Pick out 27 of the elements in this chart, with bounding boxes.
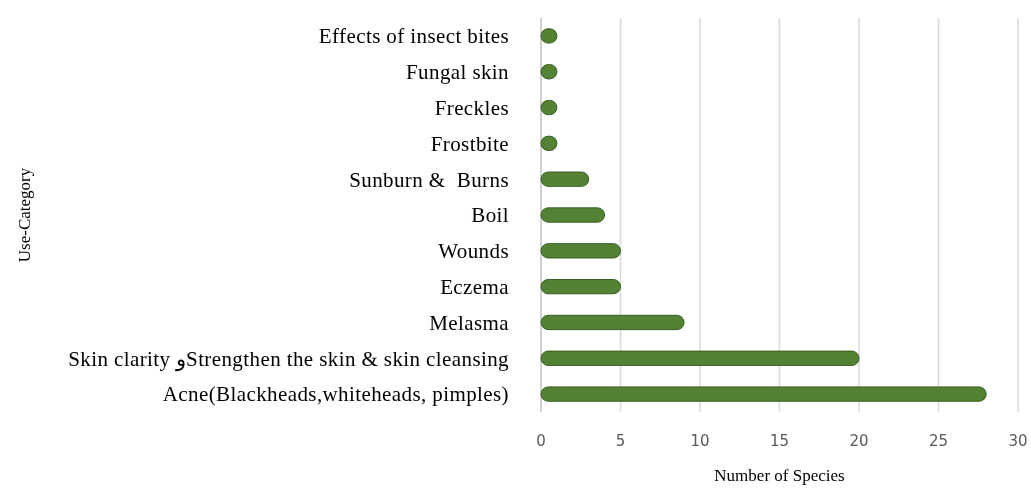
x-tick-label: 5 bbox=[615, 432, 626, 450]
bar bbox=[540, 386, 987, 402]
bar bbox=[540, 278, 621, 295]
y-tick-label: Boil bbox=[471, 203, 509, 228]
bar bbox=[540, 207, 606, 223]
bar bbox=[540, 171, 590, 187]
bar bbox=[540, 243, 621, 259]
y-tick-label: Fungal skin bbox=[406, 60, 510, 85]
x-tick-label: 20 bbox=[849, 432, 869, 450]
y-tick-label: Eczema bbox=[440, 274, 510, 299]
y-tick-label: Skin clarity وStrengthen the skin & skin cleansing bbox=[68, 346, 510, 372]
bar bbox=[540, 314, 685, 331]
x-tick-label: 15 bbox=[769, 432, 790, 450]
y-tick-label: Freckles bbox=[434, 95, 509, 120]
x-tick-label: 0 bbox=[536, 432, 546, 450]
bar bbox=[540, 350, 860, 366]
x-tick-label: 10 bbox=[690, 432, 710, 450]
y-tick-label: Effects of insect bites bbox=[318, 24, 509, 49]
x-tick-label: 30 bbox=[1008, 432, 1028, 450]
y-tick-label: Wounds bbox=[438, 239, 509, 264]
y-tick-label: Sunburn & Burns bbox=[349, 167, 509, 192]
y-axis-title: Use-Category bbox=[15, 167, 34, 263]
x-tick-label: 25 bbox=[928, 432, 949, 450]
y-tick-label: Acne(Blackheads,whiteheads, pimples) bbox=[162, 382, 509, 407]
y-tick-label: Melasma bbox=[429, 310, 510, 335]
y-tick-label: Frostbite bbox=[430, 131, 509, 156]
x-axis-title: Number of Species bbox=[714, 466, 845, 485]
